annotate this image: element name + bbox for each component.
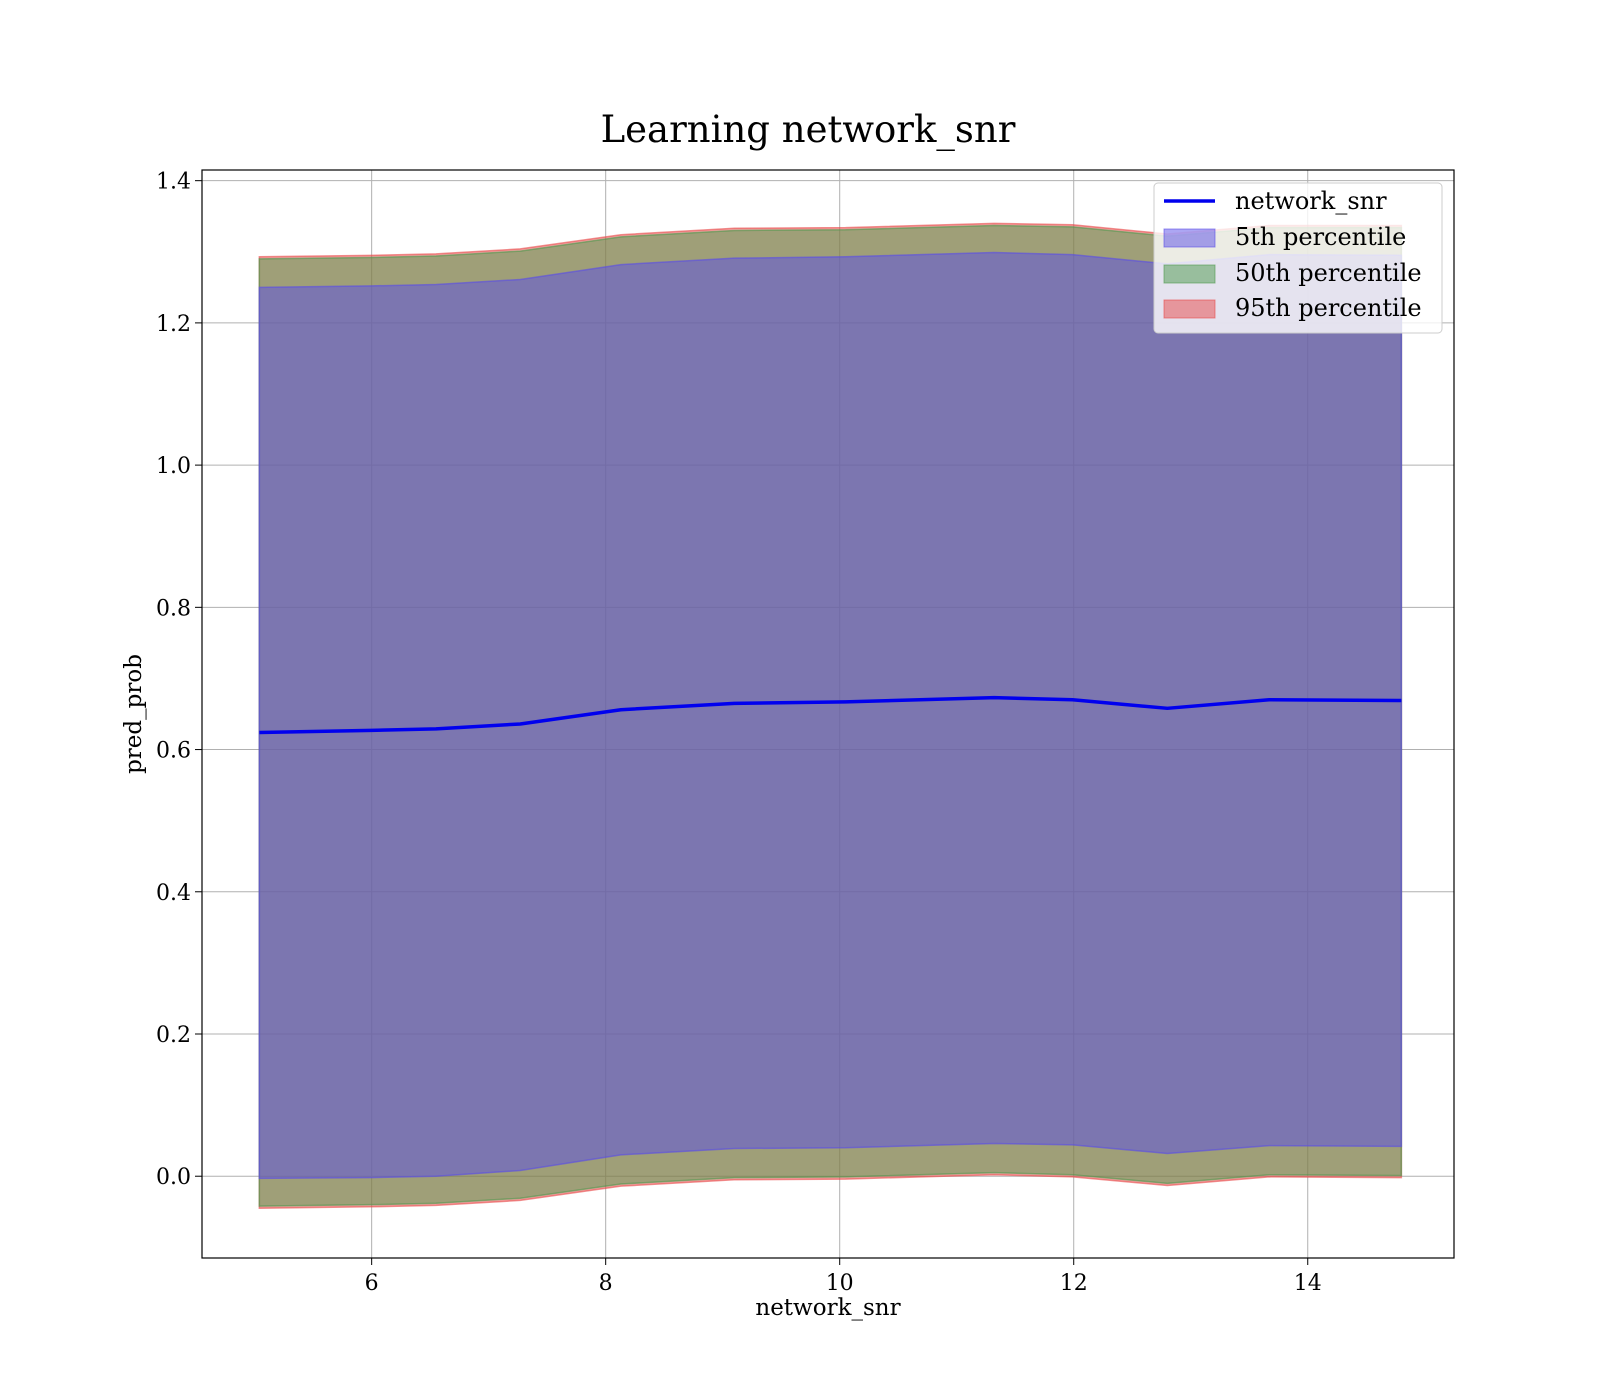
y-tick-label: 0.2 bbox=[156, 1023, 191, 1048]
y-tick-label: 0.8 bbox=[156, 596, 191, 621]
x-tick-label: 6 bbox=[365, 1271, 379, 1296]
plot-frame bbox=[201, 169, 1455, 1259]
y-tick-label: 0.4 bbox=[156, 881, 191, 906]
legend-label-50th: 50th percentile bbox=[1235, 259, 1422, 287]
band-5th bbox=[258, 251, 1403, 1180]
series-line-network-snr bbox=[259, 695, 1402, 735]
x-tick-label: 12 bbox=[1060, 1271, 1088, 1296]
x-axis-label: network_snr bbox=[755, 1295, 900, 1321]
legend: network_snr 5th percentile 50th percenti… bbox=[1153, 182, 1443, 334]
y-axis-label: pred_prob bbox=[121, 654, 147, 774]
legend-swatch-5th bbox=[1163, 228, 1216, 248]
y-tick-label: 1.4 bbox=[156, 170, 191, 195]
y-axis-ticks: 0.0 0.2 0.4 0.6 0.8 1.0 1.2 1.4 bbox=[156, 170, 202, 1190]
legend-label-5th: 5th percentile bbox=[1235, 223, 1406, 251]
legend-box bbox=[1153, 182, 1443, 334]
x-axis-ticks: 6 8 10 12 14 bbox=[365, 1258, 1322, 1296]
line-layer bbox=[259, 695, 1402, 735]
chart-title: Learning network_snr bbox=[601, 108, 1016, 152]
legend-swatch-50th bbox=[1163, 264, 1216, 284]
legend-swatch-95th bbox=[1163, 299, 1216, 319]
percentile-bands bbox=[258, 222, 1403, 1209]
legend-label-line: network_snr bbox=[1235, 187, 1387, 215]
y-tick-label: 1.2 bbox=[156, 312, 191, 337]
x-tick-label: 8 bbox=[599, 1271, 613, 1296]
y-tick-label: 0.6 bbox=[156, 739, 191, 764]
y-tick-label: 1.0 bbox=[156, 454, 191, 479]
x-tick-label: 14 bbox=[1294, 1271, 1322, 1296]
y-tick-label: 0.0 bbox=[156, 1165, 191, 1190]
x-tick-label: 10 bbox=[826, 1271, 854, 1296]
legend-label-95th: 95th percentile bbox=[1235, 294, 1422, 322]
